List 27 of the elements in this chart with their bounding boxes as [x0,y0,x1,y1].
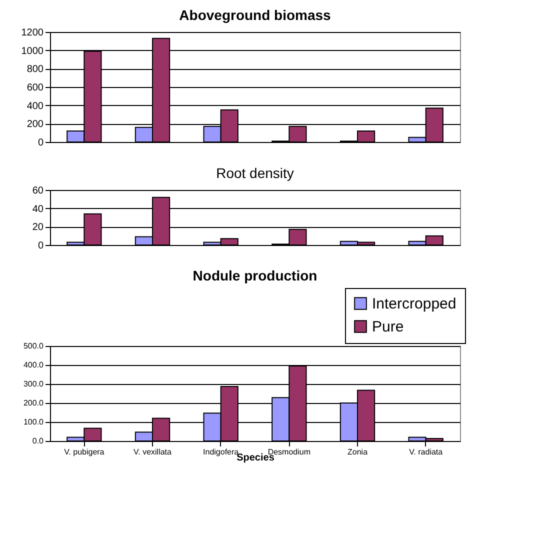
y-tick-label: 20 [32,222,44,234]
legend-label: Pure [372,318,404,336]
y-tick-label: 400 [26,100,44,112]
y-tick-label: 100.0 [23,418,44,426]
y-tick-label: 1000 [21,46,44,57]
y-tick-label: 400.0 [23,360,44,370]
y-tick-label: 600 [26,82,44,94]
x-tick-label: V. pubigera [64,448,105,456]
x-tick-label: V. vexillata [134,448,172,456]
y-tick-label: 0 [38,240,44,252]
y-tick-label: 40 [32,204,44,215]
y-tick-label: 0.0 [32,436,44,446]
y-tick-label: 0 [38,138,44,148]
y-tick-label: 300.0 [23,380,44,388]
y-tick-label: 60 [32,186,44,196]
y-tick-label: 1200 [21,28,44,38]
y-tick-label: 200 [26,119,44,130]
y-tick-label: 800 [26,64,44,76]
x-tick-label: Indigofera [203,448,240,456]
y-tick-label: 500.0 [23,342,44,350]
legend-label: Intercropped [372,296,456,312]
x-tick-label: V. radiata [409,448,444,456]
chart-title: Nodule production [192,268,318,284]
chart-title: Root density [216,165,294,181]
y-tick-label: 200.0 [23,398,44,408]
chart-title: Aboveground biomass [179,7,332,23]
x-tick-label: Zonia [347,448,368,456]
